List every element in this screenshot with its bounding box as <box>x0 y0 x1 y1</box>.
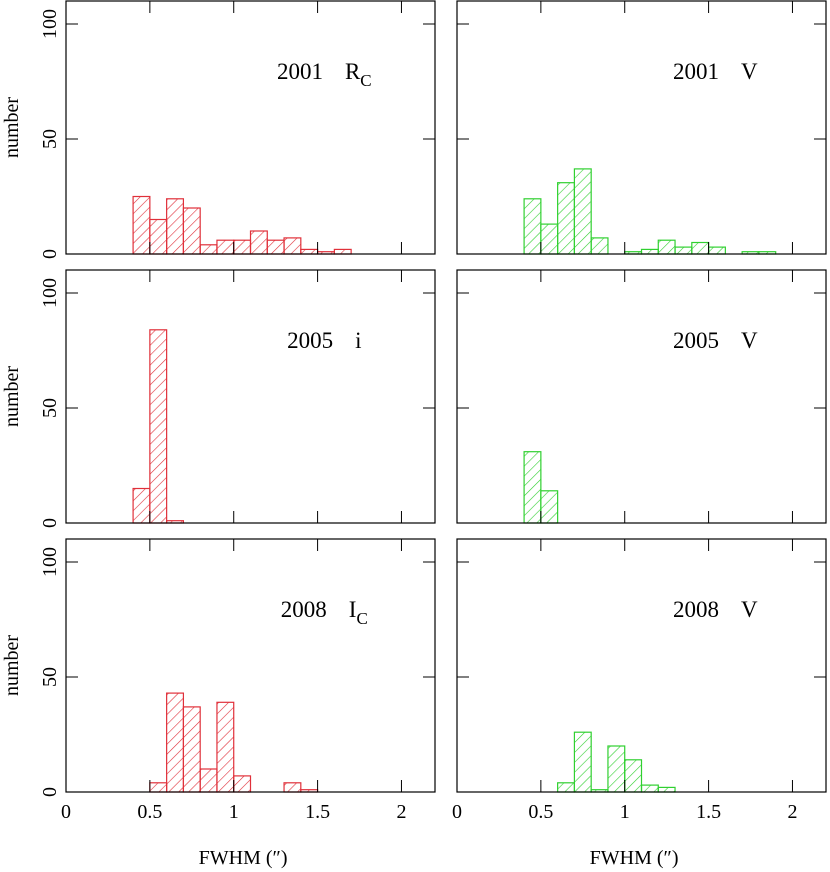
y-axis-label: number <box>1 635 23 696</box>
panel-band-subscript: C <box>356 609 367 628</box>
histogram-bar <box>216 239 235 255</box>
plot-frame <box>456 0 827 255</box>
plot-frame <box>65 269 436 524</box>
histogram-bar <box>233 239 252 255</box>
panel: 2001 V <box>456 0 827 255</box>
histogram-bar <box>149 329 168 524</box>
x-axis-label: FWHM (″) <box>199 847 288 869</box>
panel-title: 2008 V <box>673 597 758 622</box>
histogram-bar <box>216 701 235 793</box>
x-tick-label: 2 <box>787 801 797 823</box>
x-tick-label: 0.5 <box>528 801 553 823</box>
histogram-bar <box>640 248 659 255</box>
histogram-bar <box>657 239 676 255</box>
y-tick-label: 100 <box>39 547 61 577</box>
histogram-bar <box>182 706 201 793</box>
histogram-bar <box>590 237 609 255</box>
panel-title: 2001 RC <box>277 59 372 90</box>
histogram-bar <box>523 451 542 524</box>
histogram-bar <box>182 207 201 255</box>
x-tick-label: 1 <box>229 801 239 823</box>
panel-title: 2005 V <box>673 328 758 353</box>
y-tick-label: 0 <box>39 787 61 797</box>
panel-band-subscript: C <box>360 71 371 90</box>
histogram-bar <box>624 759 643 793</box>
panel-title: 2001 V <box>673 59 758 84</box>
y-tick-label: 0 <box>39 518 61 528</box>
histogram-bar <box>607 745 626 793</box>
panel: 2005 V <box>456 269 827 524</box>
histogram-bar <box>523 198 542 255</box>
histogram-bar <box>233 775 252 793</box>
panel: 0 0.5 1 1.5 2 2008 V FWHM (″) <box>452 538 827 869</box>
histogram-bar <box>283 237 302 255</box>
histogram-bar <box>149 218 168 255</box>
y-axis-label: number <box>1 97 23 158</box>
x-tick-label: 1 <box>620 801 630 823</box>
panel-band: V <box>741 597 758 622</box>
histogram-bar <box>249 230 268 255</box>
y-axis-label: number <box>1 366 23 427</box>
panel-year: 2005 <box>287 328 333 353</box>
histogram-bar <box>691 241 710 255</box>
plot-frame <box>456 269 827 524</box>
panel-band: R <box>345 59 361 84</box>
y-tick-label: 100 <box>39 278 61 308</box>
histogram-bar <box>674 246 693 255</box>
histogram-bar <box>540 223 559 255</box>
panel-title: 2008 IC <box>281 597 368 628</box>
plot-frame <box>65 0 436 255</box>
panel-band: V <box>741 59 758 84</box>
x-tick-label: 0 <box>61 801 71 823</box>
panel: 0 50 100 2005 i number <box>1 269 436 528</box>
y-tick-label: 100 <box>39 9 61 39</box>
x-tick-label: 1.5 <box>696 801 721 823</box>
plot-frame <box>65 538 436 793</box>
histogram-bar <box>333 248 352 255</box>
x-axis-label: FWHM (″) <box>590 847 679 869</box>
histogram-bar <box>199 244 218 255</box>
panel-year: 2008 <box>281 597 327 622</box>
histogram-bar <box>640 784 659 793</box>
histogram-bar <box>166 198 185 255</box>
histogram-bar <box>540 490 559 524</box>
panel-band: V <box>741 328 758 353</box>
histogram-bar <box>557 182 576 255</box>
histogram-bar <box>132 195 151 255</box>
panel-year: 2001 <box>673 59 719 84</box>
histogram-bar <box>166 692 185 793</box>
histogram-bar <box>283 782 302 793</box>
x-tick-label: 2 <box>396 801 406 823</box>
panel-year: 2001 <box>277 59 323 84</box>
panel-band: i <box>355 328 361 353</box>
histogram-bar <box>707 246 726 255</box>
y-tick-label: 50 <box>39 398 61 418</box>
panel-year: 2008 <box>673 597 719 622</box>
histogram-bar <box>266 239 285 255</box>
x-tick-label: 0 <box>452 801 462 823</box>
histogram-bar <box>657 786 676 793</box>
histogram-bar <box>573 731 592 793</box>
panel-title: 2005 i <box>287 328 361 353</box>
x-tick-label: 1.5 <box>305 801 330 823</box>
panel-band: I <box>349 597 357 622</box>
plot-frame <box>456 538 827 793</box>
histogram-bar <box>557 782 576 793</box>
x-tick-label: 0.5 <box>137 801 162 823</box>
y-tick-label: 50 <box>39 129 61 149</box>
histogram-bar <box>149 782 168 793</box>
histogram-bar <box>573 168 592 255</box>
histogram-bar <box>199 768 218 793</box>
panel-year: 2005 <box>673 328 719 353</box>
histogram-bar <box>132 487 151 524</box>
y-tick-label: 0 <box>39 249 61 259</box>
y-tick-label: 50 <box>39 667 61 687</box>
histogram-bar <box>300 248 319 255</box>
